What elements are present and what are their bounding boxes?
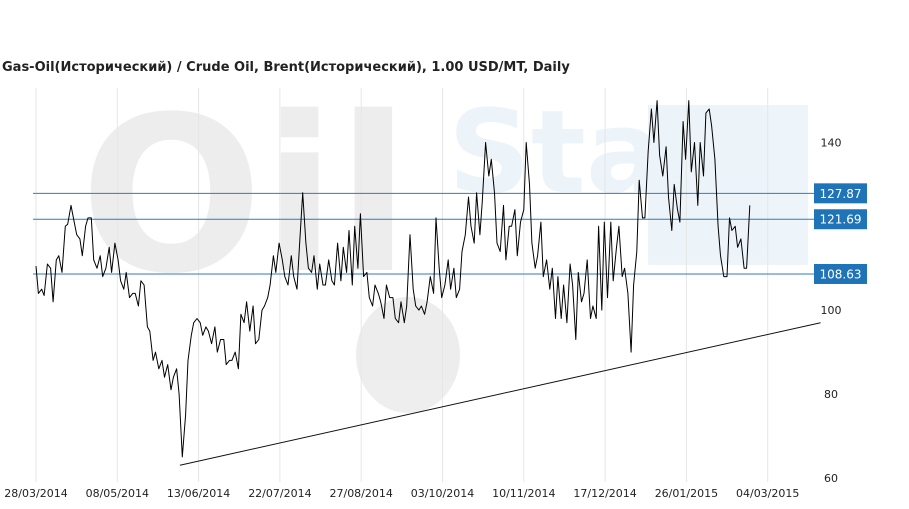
trendline	[179, 322, 821, 466]
level-label-box	[814, 209, 867, 230]
x-tick-label: 28/03/2014	[4, 487, 67, 500]
x-tick-label: 17/12/2014	[573, 487, 636, 500]
x-tick-label: 22/07/2014	[248, 487, 311, 500]
x-tick-label: 26/01/2015	[655, 487, 718, 500]
x-axis-ticks: 28/03/2014 08/05/2014 13/06/2014 22/07/2014…	[4, 487, 799, 500]
y-tick-label: 60	[824, 472, 838, 485]
y-axis-ticks: 60 80 100 140	[821, 136, 842, 484]
y-tick-label: 140	[821, 136, 842, 149]
trendline-layer	[179, 322, 821, 466]
level-label-box	[814, 183, 867, 204]
x-tick-label: 27/08/2014	[329, 487, 392, 500]
series-layer	[35, 100, 751, 458]
chart-title: Gas-Oil(Исторический) / Crude Oil, Brent…	[2, 60, 570, 75]
y-tick-label: 80	[824, 388, 838, 401]
x-tick-label: 08/05/2014	[86, 487, 149, 500]
level-label: 108.63	[820, 267, 862, 281]
svg-text:Oil: Oil	[80, 70, 410, 321]
x-tick-label: 04/03/2015	[736, 487, 799, 500]
level-label: 121.69	[820, 213, 862, 227]
x-tick-label: 03/10/2014	[411, 487, 474, 500]
series-line	[35, 100, 751, 458]
y-tick-label: 100	[821, 304, 842, 317]
horizontal-levels	[33, 192, 814, 275]
x-tick-label: 10/11/2014	[492, 487, 555, 500]
level-label-box	[814, 263, 867, 284]
watermark-logo: Oil Stat	[80, 70, 808, 413]
level-labels: 127.87 121.69 108.63	[814, 183, 867, 284]
x-tick-label: 13/06/2014	[167, 487, 230, 500]
level-label: 127.87	[820, 187, 862, 201]
